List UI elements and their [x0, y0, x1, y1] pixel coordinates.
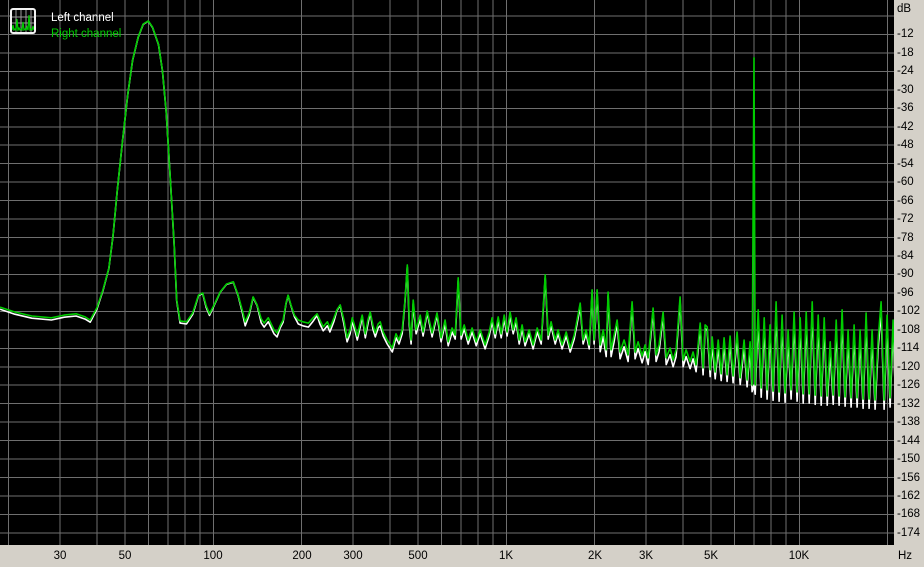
x-axis-tick-label: 5K	[703, 550, 719, 562]
x-axis-tick-label: 300	[343, 550, 363, 562]
y-axis-tick-label: -168	[897, 508, 921, 520]
x-axis-tick-label: 2K	[587, 550, 603, 562]
x-axis-tick-label: 1K	[498, 550, 514, 562]
y-axis-tick-label: -30	[897, 84, 914, 96]
y-axis-tick-label: -60	[897, 176, 914, 188]
x-axis-unit-label: Hz	[898, 550, 913, 562]
y-axis-unit-label: dB	[897, 3, 912, 15]
x-axis-tick-label: 100	[203, 550, 223, 562]
y-axis-tick-label: -162	[897, 490, 921, 502]
y-axis-tick-label: -138	[897, 416, 921, 428]
x-axis-tick-label: 50	[118, 550, 132, 562]
y-axis-tick-label: -150	[897, 453, 921, 465]
legend: Left channel Right channel	[10, 8, 121, 42]
legend-right-channel-label: Right channel	[51, 28, 122, 40]
y-axis-tick-label: -90	[897, 268, 914, 280]
x-axis-tick-label: 10K	[788, 550, 810, 562]
y-axis-tick-label: -174	[897, 527, 921, 539]
y-axis-tick-label: -42	[897, 121, 914, 133]
y-axis-tick-label: -78	[897, 232, 914, 244]
spectrum-icon[interactable]	[10, 8, 36, 34]
y-axis-tick-label: -36	[897, 102, 914, 114]
y-axis-tick-label: -18	[897, 47, 914, 59]
y-axis-tick-label: -144	[897, 435, 921, 447]
y-axis-tick-label: -12	[897, 28, 914, 40]
y-axis-tick-label: -96	[897, 287, 914, 299]
y-axis-tick-label: -84	[897, 250, 914, 262]
y-axis-tick-label: -48	[897, 139, 914, 151]
y-axis-tick-label: -72	[897, 213, 914, 225]
x-axis-band: Hz 30 50 100 200 300 500 1K 2K 3K 5K 10K	[0, 545, 924, 567]
legend-labels: Left channel Right channel	[51, 10, 121, 42]
x-axis-tick-label: 3K	[638, 550, 654, 562]
spectrum-icon-glyph	[11, 10, 35, 33]
y-axis-tick-label: -108	[897, 324, 921, 336]
y-axis-tick-label: -114	[897, 342, 920, 354]
y-axis-tick-label: -54	[897, 158, 914, 170]
y-axis-tick-label: -126	[897, 379, 921, 391]
y-axis-tick-label: -132	[897, 398, 921, 410]
spectrum-chart	[0, 0, 894, 545]
y-axis-tick-label: -102	[897, 305, 921, 317]
y-axis-tick-label: -24	[897, 65, 914, 77]
x-axis-tick-label: 30	[53, 550, 67, 562]
y-axis-tick-label: -66	[897, 195, 914, 207]
y-axis-band: dB -12 -18 -24 -30 -36 -42 -48 -54 -60 -66 -72 -78 -…	[894, 0, 924, 545]
x-axis-tick-label: 500	[408, 550, 428, 562]
x-axis-tick-label: 200	[292, 550, 312, 562]
y-axis-tick-label: -120	[897, 361, 921, 373]
spectrum-plot-area: Left channel Right channel	[0, 0, 894, 545]
legend-left-channel-label: Left channel	[51, 12, 114, 24]
y-axis-tick-label: -156	[897, 472, 921, 484]
